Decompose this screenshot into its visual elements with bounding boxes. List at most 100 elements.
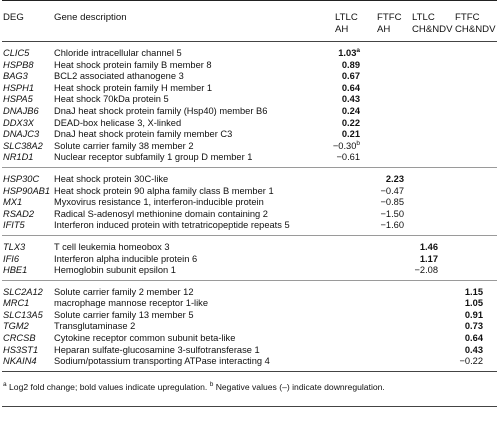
gene-symbol: IFIT5 bbox=[3, 220, 25, 231]
header-ftfc-chndv-line2: CH&NDV bbox=[455, 24, 496, 35]
table-row: DDX3X DEAD-box helicase 3, X-linked 0.22 bbox=[2, 118, 497, 130]
table-row: TGM2 Transglutaminase 2 0.73 bbox=[2, 321, 497, 333]
fold-change-number: −0.61 bbox=[336, 152, 360, 163]
table-row: SLC2A12 Solute carrier family 2 member 12… bbox=[2, 287, 497, 299]
gene-symbol: HSPA5 bbox=[3, 94, 33, 105]
fold-change-number: 1.46 bbox=[419, 241, 438, 252]
header-ltlc-ah: LTLC AH bbox=[335, 12, 358, 36]
gene-symbol: MRC1 bbox=[3, 298, 30, 309]
fold-change-number: −0.85 bbox=[380, 197, 404, 208]
gene-description: Cytokine receptor common subunit beta-li… bbox=[54, 333, 236, 344]
gene-description: Heat shock 70kDa protein 5 bbox=[54, 94, 169, 105]
gene-description: Solute carrier family 38 member 2 bbox=[54, 140, 194, 151]
row-group: SLC2A12 Solute carrier family 2 member 12… bbox=[2, 281, 497, 372]
fold-change-value: 1.15 bbox=[443, 287, 483, 299]
table-row: HSP90AB1 Heat shock protein 90 alpha fami… bbox=[2, 186, 497, 198]
fold-change-value: 0.64 bbox=[443, 333, 483, 345]
fold-change-number: 1.15 bbox=[464, 286, 483, 297]
gene-description: Heat shock protein family B member 8 bbox=[54, 59, 212, 70]
gene-symbol: HSPB8 bbox=[3, 59, 34, 70]
gene-description: Heat shock protein family H member 1 bbox=[54, 82, 213, 93]
gene-description: Interferon induced protein with tetratri… bbox=[54, 220, 290, 231]
footnote-marker: a bbox=[356, 46, 360, 54]
gene-symbol: SLC38A2 bbox=[3, 140, 43, 151]
gene-symbol: SLC2A12 bbox=[3, 286, 43, 297]
table-body: CLIC5 Chloride intracellular channel 5 1.0… bbox=[2, 42, 497, 372]
fold-change-value: 0.43 bbox=[443, 345, 483, 357]
table-row: HSPH1 Heat shock protein family H member … bbox=[2, 83, 497, 95]
header-ltlc-chndv: LTLC CH&NDV bbox=[412, 12, 453, 36]
table-row: SLC13A5 Solute carrier family 13 member 5… bbox=[2, 310, 497, 322]
gene-symbol: CLIC5 bbox=[3, 48, 30, 58]
fold-change-value: −0.30b bbox=[320, 139, 360, 153]
gene-description: Solute carrier family 13 member 5 bbox=[54, 309, 194, 320]
fold-change-number: 0.21 bbox=[341, 129, 360, 140]
gene-symbol: NKAIN4 bbox=[3, 356, 37, 367]
fold-change-number: 0.43 bbox=[464, 344, 483, 355]
header-ltlc-chndv-line1: LTLC bbox=[412, 12, 435, 23]
table-row: HSP30C Heat shock protein 30C-like 2.23 bbox=[2, 174, 497, 186]
fold-change-value: 0.24 bbox=[320, 106, 360, 118]
gene-description: macrophage mannose receptor 1-like bbox=[54, 298, 208, 309]
fold-change-number: −0.22 bbox=[459, 356, 483, 367]
fold-change-value: 1.05 bbox=[443, 298, 483, 310]
row-group: HSP30C Heat shock protein 30C-like 2.23 HSP… bbox=[2, 168, 497, 236]
fold-change-value: 0.64 bbox=[320, 83, 360, 95]
header-ltlc-ah-line2: AH bbox=[335, 24, 349, 35]
header-ltlc-ah-line1: LTLC bbox=[335, 12, 358, 23]
fold-change-number: 1.05 bbox=[464, 298, 483, 309]
gene-symbol: DNAJB6 bbox=[3, 105, 39, 116]
fold-change-number: 2.23 bbox=[385, 173, 404, 184]
header-deg: DEG bbox=[3, 12, 24, 23]
footnote-marker: b bbox=[356, 139, 360, 147]
gene-description: Heparan sulfate-glucosamine 3-sulfotrans… bbox=[54, 344, 260, 355]
fold-change-number: −1.60 bbox=[380, 220, 404, 231]
fold-change-value: −1.60 bbox=[364, 220, 404, 232]
gene-description: Myxovirus resistance 1, interferon-induc… bbox=[54, 197, 264, 208]
fold-change-number: −0.47 bbox=[380, 185, 404, 196]
fold-change-number: 0.67 bbox=[341, 71, 360, 82]
fold-change-number: 0.91 bbox=[464, 309, 483, 320]
gene-symbol: BAG3 bbox=[3, 71, 28, 82]
gene-symbol: HSP90AB1 bbox=[3, 185, 51, 196]
header-ftfc-ah-line1: FTFC bbox=[377, 12, 402, 23]
fold-change-value: 0.73 bbox=[443, 321, 483, 333]
table-row: IFIT5 Interferon induced protein with tet… bbox=[2, 220, 497, 232]
gene-symbol: MX1 bbox=[3, 197, 23, 208]
fold-change-value: −1.50 bbox=[364, 209, 404, 221]
gene-description: T cell leukemia homeobox 3 bbox=[54, 241, 170, 252]
table-row: TLX3 T cell leukemia homeobox 3 1.46 bbox=[2, 242, 497, 254]
fold-change-number: −0.30 bbox=[332, 140, 357, 151]
fold-change-value: 1.03a bbox=[320, 46, 360, 60]
row-group: TLX3 T cell leukemia homeobox 3 1.46 IFI6 In… bbox=[2, 236, 497, 281]
gene-description: Heat shock protein 90 alpha family class… bbox=[54, 185, 274, 196]
table-row: DNAJC3 DnaJ heat shock protein family mem… bbox=[2, 129, 497, 141]
header-ltlc-chndv-line2: CH&NDV bbox=[412, 24, 453, 35]
gene-description: Radical S-adenosyl methionine domain con… bbox=[54, 208, 268, 219]
gene-symbol: HBE1 bbox=[3, 265, 28, 276]
gene-description: Transglutaminase 2 bbox=[54, 321, 136, 332]
gene-symbol: HSPH1 bbox=[3, 82, 35, 93]
footnote-text-a: Log2 fold change; bold values indicate u… bbox=[6, 381, 210, 392]
header-ftfc-chndv: FTFC CH&NDV bbox=[455, 12, 496, 36]
table-row: HSPA5 Heat shock 70kDa protein 5 0.43 bbox=[2, 94, 497, 106]
fold-change-value: 1.17 bbox=[398, 254, 438, 266]
footnote-mark-b: b bbox=[209, 380, 214, 388]
table-row: NR1D1 Nuclear receptor subfamily 1 group … bbox=[2, 152, 497, 164]
gene-symbol: NR1D1 bbox=[3, 152, 34, 163]
fold-change-value: −0.22 bbox=[443, 356, 483, 368]
fold-change-number: 0.89 bbox=[341, 59, 360, 70]
table-row: HSPB8 Heat shock protein family B member … bbox=[2, 60, 497, 72]
fold-change-number: 0.43 bbox=[341, 94, 360, 105]
gene-symbol: RSAD2 bbox=[3, 208, 35, 219]
gene-description: DnaJ heat shock protein family member C3 bbox=[54, 129, 233, 140]
table-row: RSAD2 Radical S-adenosyl methionine domai… bbox=[2, 209, 497, 221]
gene-symbol: TGM2 bbox=[3, 321, 29, 332]
footnote-text-b: Negative values (–) indicate downregulat… bbox=[213, 381, 385, 392]
table-row: DNAJB6 DnaJ heat shock protein family (Hs… bbox=[2, 106, 497, 118]
table-header: DEG Gene description LTLC AH FTFC AH LTL… bbox=[2, 0, 497, 42]
fold-change-number: −1.50 bbox=[380, 208, 404, 219]
table-row: MX1 Myxovirus resistance 1, interferon-in… bbox=[2, 197, 497, 209]
table-row: CLIC5 Chloride intracellular channel 5 1.0… bbox=[2, 46, 497, 60]
gene-symbol: IFI6 bbox=[3, 253, 20, 264]
